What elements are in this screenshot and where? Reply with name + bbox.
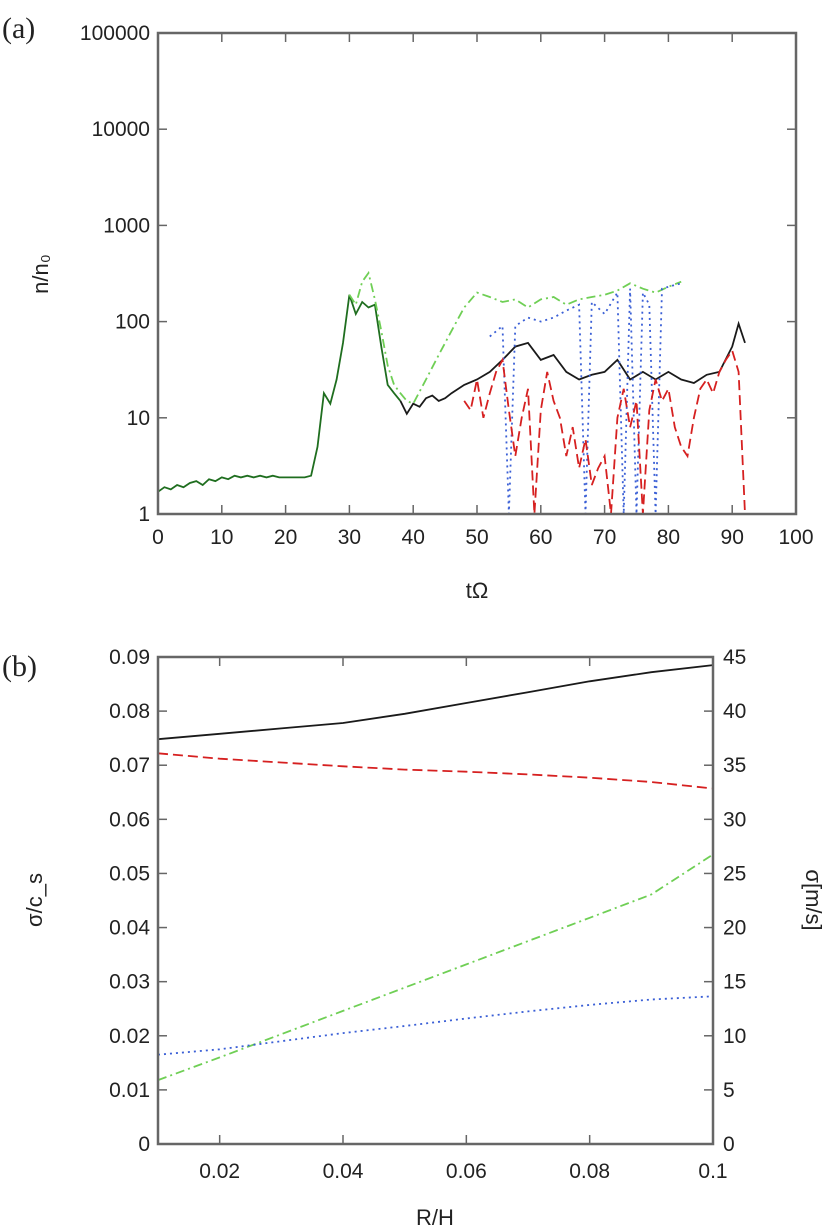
panel-a-y-axis-label: n/n₀ (28, 254, 53, 294)
panel-a-x-axis-label: tΩ (466, 578, 489, 603)
panel-b-y-tick-label: 0.08 (109, 700, 150, 723)
panel-b-y2-tick-label: 0 (723, 1133, 735, 1156)
panel-b-y-tick-label: 0.07 (109, 754, 150, 777)
panel-a-series-2 (399, 320, 746, 416)
panel-a-x-tick-label: 20 (274, 526, 297, 549)
panel-b-y-tick-label: 0.06 (109, 808, 150, 831)
panel-a-y-tick-label: 100000 (80, 22, 150, 45)
panel-a-y-tick-label: 100 (115, 311, 150, 334)
panel-b-series-2 (157, 853, 714, 1081)
panel-b-frame (156, 655, 715, 1146)
panel-b-x-tick-label: 0.02 (199, 1160, 240, 1183)
panel-a-x-tick-label: 10 (210, 526, 233, 549)
panel-a-frame (156, 31, 798, 516)
panel-a-x-tick-label: 0 (152, 526, 164, 549)
panel-a-series-3 (489, 282, 682, 515)
panel-b-y2-tick-label: 45 (723, 646, 746, 669)
panel-a-series-group (157, 270, 746, 515)
panel-b-y-tick-label: 0.02 (109, 1025, 150, 1048)
panel-b-y-tick-label: 0.04 (109, 917, 150, 940)
panel-b-y2-tick-label: 10 (723, 1025, 746, 1048)
panel-b-x-axis-label: R/H (416, 1205, 454, 1230)
panel-a: (a) 0 10 20 30 40 50 60 70 80 90 10011010010001000… (2, 12, 814, 603)
panel-b-y-tick-label: 0 (138, 1133, 150, 1156)
panel-b-y2-tick-label: 40 (723, 700, 746, 723)
panel-b-series-1 (157, 752, 714, 790)
panel-b-x-tick-label: 0.04 (323, 1160, 364, 1183)
panel-b-y2-tick-label: 15 (723, 971, 746, 994)
panel-a-x-tick-label: 90 (721, 526, 744, 549)
panel-a-series-0 (157, 294, 402, 493)
panel-a-y-tick-label: 1 (138, 503, 150, 526)
panel-a-y-tick-label: 10 (127, 407, 150, 430)
panel-b-y-tick-label: 0.09 (109, 646, 150, 669)
panel-b-y-tick-label: 0.03 (109, 971, 150, 994)
panel-b-y2-tick-label: 35 (723, 754, 746, 777)
panel-b-y2-axis-label: σ[m/s] (801, 869, 826, 930)
panel-b-series-3 (157, 995, 714, 1056)
panel-a-y-tick-label: 1000 (103, 214, 150, 237)
panel-b-ticks: 0.02 0.04 0.06 0.08 0.1 0 0.01 0.02 0.03 0.04 0.05… (109, 646, 746, 1183)
panel-a-x-tick-label: 80 (657, 526, 680, 549)
panel-b-y-tick-label: 0.01 (109, 1079, 150, 1102)
panel-b-y2-tick-label: 5 (723, 1079, 735, 1102)
panel-a-x-tick-label: 100 (778, 526, 813, 549)
panel-b-series-group (157, 664, 714, 1081)
panel-a-x-tick-label: 50 (465, 526, 488, 549)
panel-b-label: (b) (2, 650, 37, 683)
panel-b-x-tick-label: 0.1 (698, 1160, 727, 1183)
panel-b-x-tick-label: 0.06 (446, 1160, 487, 1183)
panel-a-label: (a) (2, 12, 35, 45)
panel-a-y-tick-label: 10000 (92, 118, 150, 141)
panel-b-y2-tick-label: 25 (723, 862, 746, 885)
panel-a-series-1 (348, 270, 682, 405)
panel-b-x-tick-label: 0.08 (569, 1160, 610, 1183)
panel-a-x-tick-label: 40 (402, 526, 425, 549)
panel-a-series-4 (463, 348, 746, 515)
panel-b-y-tick-label: 0.05 (109, 862, 150, 885)
panel-a-x-tick-label: 30 (338, 526, 361, 549)
panel-b: (b) 0.02 0.04 0.06 0.08 0.1 0 0.01 0.02 0.03 0.04… (2, 646, 826, 1230)
panel-a-x-tick-label: 60 (529, 526, 552, 549)
panel-b-y2-tick-label: 30 (723, 808, 746, 831)
panel-a-x-tick-label: 70 (593, 526, 616, 549)
panel-b-series-0 (157, 664, 714, 741)
panel-b-y2-tick-label: 20 (723, 917, 746, 940)
panel-b-y-axis-label: σ/c_s (22, 873, 47, 927)
panel-a-ticks: 0 10 20 30 40 50 60 70 80 90 100110100100010000100… (80, 22, 814, 549)
